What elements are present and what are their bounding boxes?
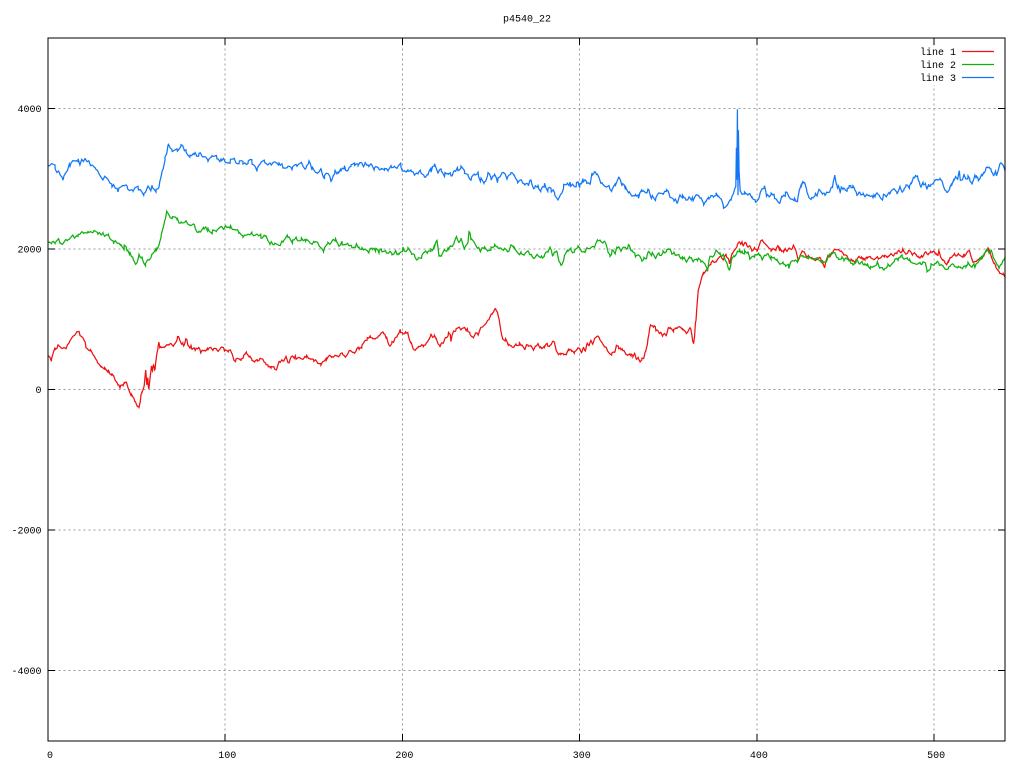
svg-text:p4540_22: p4540_22 (503, 15, 551, 26)
svg-text:4000: 4000 (17, 105, 41, 116)
svg-text:-2000: -2000 (11, 527, 41, 538)
svg-text:0: 0 (35, 386, 41, 397)
svg-text:line 2: line 2 (920, 60, 956, 72)
svg-text:400: 400 (750, 751, 768, 762)
svg-text:500: 500 (927, 751, 945, 762)
svg-text:line 3: line 3 (920, 73, 956, 85)
svg-text:300: 300 (573, 751, 591, 762)
svg-text:0: 0 (47, 751, 53, 762)
svg-text:100: 100 (218, 751, 236, 762)
svg-text:200: 200 (395, 751, 413, 762)
svg-text:2000: 2000 (17, 245, 41, 256)
svg-text:line 1: line 1 (920, 47, 956, 59)
svg-text:-4000: -4000 (11, 667, 41, 678)
